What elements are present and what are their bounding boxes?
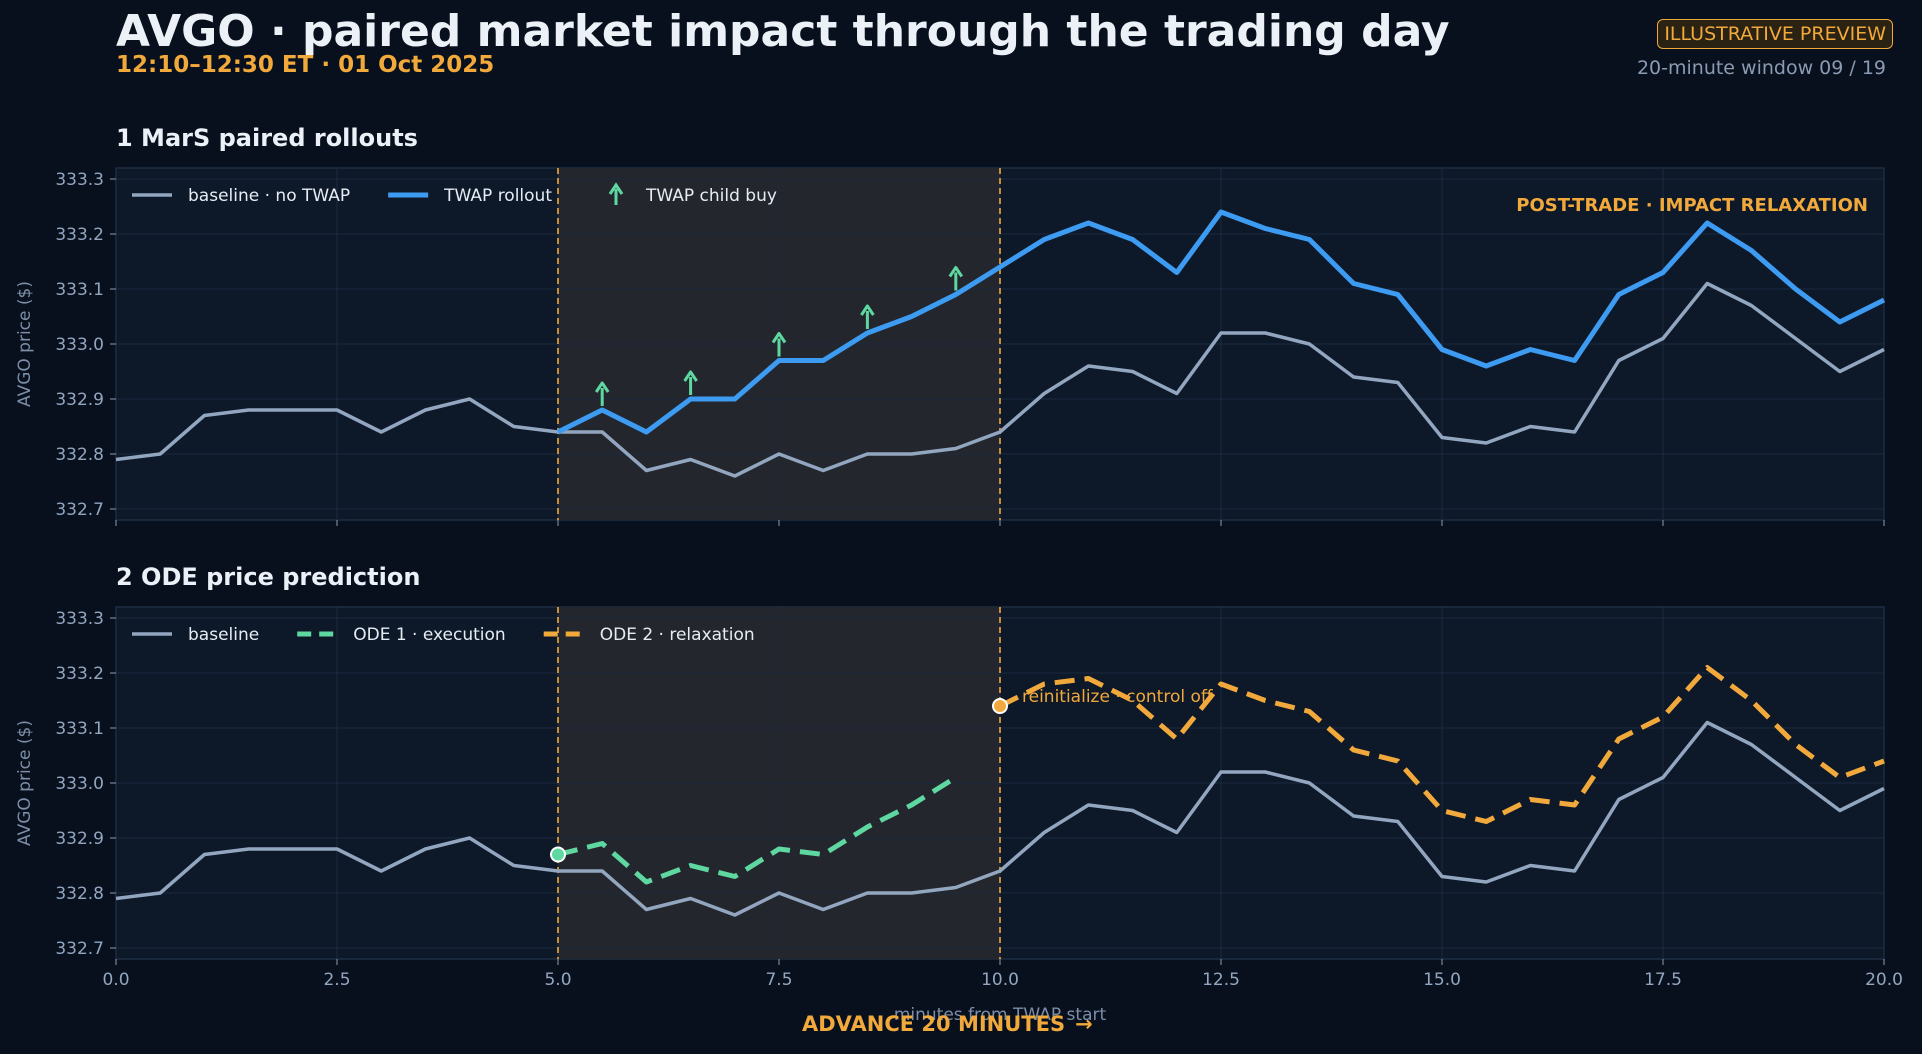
series-line-baseline-no-twap <box>115 281 1885 478</box>
legend-label: TWAP rollout <box>443 186 552 206</box>
y-axis-label: AVGO price ($) <box>15 281 35 407</box>
x-tick-label: 15.0 <box>1423 970 1461 990</box>
y-tick-label: 333.0 <box>55 335 104 355</box>
chart-panel-2: 332.7 332.8 332.9 333.0 333.1 333.2 333.3 0.0 2.… <box>15 606 1903 1025</box>
x-tick-label: 12.5 <box>1202 970 1240 990</box>
x-tick-label: 2.5 <box>323 970 350 990</box>
x-tick-label: 7.5 <box>765 970 792 990</box>
child-buy-arrow <box>860 304 875 329</box>
x-axis-label: minutes from TWAP start <box>894 1005 1107 1025</box>
y-tick-label: 332.7 <box>55 939 104 959</box>
advance-20-minutes-button[interactable]: ADVANCE 20 MINUTES → <box>802 1012 1093 1036</box>
x-tick-label: 20.0 <box>1865 970 1903 990</box>
y-tick-label: 333.2 <box>55 664 104 684</box>
reinit-marker <box>992 698 1008 714</box>
child-buy-arrow <box>771 332 787 357</box>
legend-label: baseline <box>188 625 259 645</box>
x-tick-label: 5.0 <box>544 970 571 990</box>
page-subtitle: 12:10–12:30 ET · 01 Oct 2025 <box>116 52 495 78</box>
y-tick-label: 333.1 <box>55 280 104 300</box>
y-tick-label: 333.0 <box>55 774 104 794</box>
legend-label: ODE 1 · execution <box>353 625 506 645</box>
y-tick-label: 333.1 <box>55 719 104 739</box>
y-tick-label: 332.7 <box>55 500 104 520</box>
chart-panel-1: 332.7 332.8 332.9 333.0 333.1 333.2 333.3 AVGO … <box>15 167 1886 526</box>
child-buy-arrow <box>683 370 698 395</box>
y-tick-label: 333.3 <box>55 609 104 629</box>
legend: baseline ODE 1 · execution ODE 2 · relaxat… <box>132 625 755 645</box>
legend-item: TWAP child buy <box>608 182 777 206</box>
x-tick-label: 10.0 <box>981 970 1019 990</box>
legend-item: ODE 2 · relaxation <box>543 625 755 645</box>
series-line-baseline <box>115 720 1885 917</box>
y-tick-label: 332.9 <box>55 829 104 849</box>
reinit-marker <box>550 846 566 863</box>
series-line-ode-2-relaxation <box>998 665 1885 824</box>
x-tick-label: 17.5 <box>1644 970 1682 990</box>
legend-item: ODE 1 · execution <box>297 625 506 645</box>
panel-2-title: 2 ODE price prediction <box>116 563 421 591</box>
legend-item: TWAP rollout <box>388 186 552 206</box>
child-buy-arrow <box>594 381 610 406</box>
series-line-ode-1-execution <box>557 775 958 885</box>
x-tick-label: 0.0 <box>102 970 129 990</box>
y-tick-label: 332.8 <box>55 445 104 465</box>
series-line-twap-rollout <box>556 209 1886 435</box>
y-tick-label: 333.2 <box>55 225 104 245</box>
advance-label: ADVANCE 20 MINUTES <box>802 1012 1066 1036</box>
legend-label: ODE 2 · relaxation <box>600 625 755 645</box>
reinitialize-annotation: reinitialize · control off <box>1022 687 1214 707</box>
legend: baseline · no TWAP TWAP rollout TWAP child… <box>132 182 777 206</box>
arrow-right-icon: → <box>1075 1012 1093 1036</box>
legend-label: baseline · no TWAP <box>188 186 350 206</box>
window-counter: 20-minute window 09 / 19 <box>1636 57 1886 79</box>
post-trade-annotation: POST-TRADE · IMPACT RELAXATION <box>1516 195 1868 216</box>
y-tick-label: 333.3 <box>55 170 104 190</box>
legend-label: TWAP child buy <box>645 186 777 206</box>
illustrative-preview-badge: ILLUSTRATIVE PREVIEW <box>1657 19 1893 49</box>
y-axis-label: AVGO price ($) <box>15 720 35 846</box>
y-tick-label: 332.8 <box>55 884 104 904</box>
y-tick-label: 332.9 <box>55 390 104 410</box>
page-title: AVGO · paired market impact through the … <box>116 6 1450 57</box>
legend-item: baseline · no TWAP <box>132 186 350 206</box>
child-buy-arrow <box>948 266 964 291</box>
legend-item: baseline <box>132 625 259 645</box>
panel-1-title: 1 MarS paired rollouts <box>116 124 418 152</box>
